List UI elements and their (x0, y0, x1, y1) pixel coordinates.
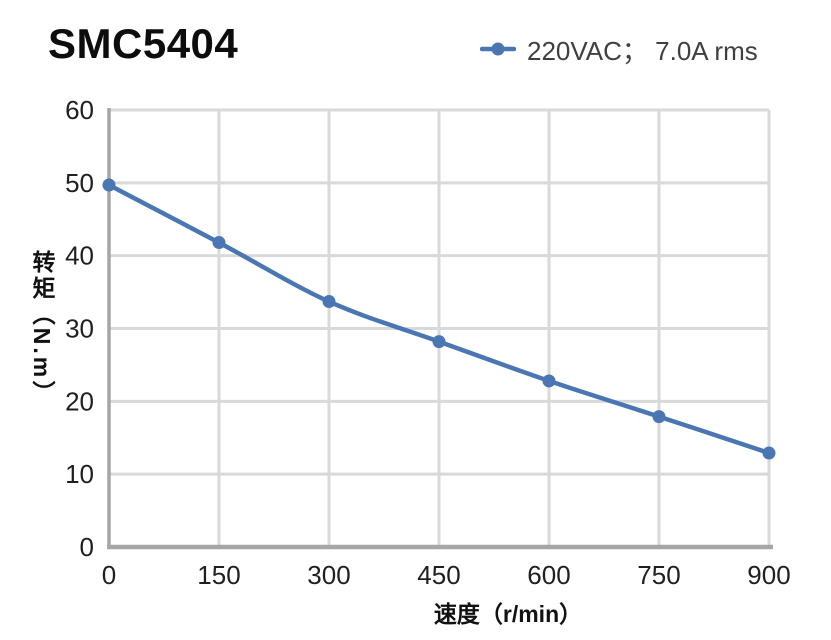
data-point (102, 178, 116, 192)
y-tick-label: 60 (65, 95, 94, 125)
legend-marker-dot (491, 42, 505, 56)
x-tick-label: 150 (197, 560, 240, 590)
x-tick-label: 600 (527, 560, 570, 590)
data-point (212, 236, 226, 250)
y-tick-label: 10 (65, 459, 94, 489)
y-tick-label: 50 (65, 168, 94, 198)
legend: 220VAC； 7.0A rms (480, 33, 758, 66)
x-tick-label: 750 (637, 560, 680, 590)
y-tick-label: 0 (80, 532, 94, 562)
data-point (652, 410, 666, 424)
legend-label: 220VAC； 7.0A rms (527, 35, 758, 66)
x-tick-label: 450 (417, 560, 460, 590)
x-tick-label: 0 (102, 560, 116, 590)
y-tick-label: 30 (65, 314, 94, 344)
page-title: SMC5404 (48, 20, 239, 67)
x-tick-label: 900 (747, 560, 790, 590)
data-point (322, 295, 336, 309)
y-tick-label: 40 (65, 241, 94, 271)
x-axis-title: 速度（r/min） (433, 601, 583, 627)
x-tick-label: 300 (307, 560, 350, 590)
data-point (542, 374, 556, 388)
legend-line-dot-icon (480, 42, 516, 56)
data-point (432, 335, 446, 349)
data-point (762, 446, 776, 460)
y-tick-label: 20 (65, 386, 94, 416)
y-axis-title: 转矩（N.m） (29, 249, 55, 407)
